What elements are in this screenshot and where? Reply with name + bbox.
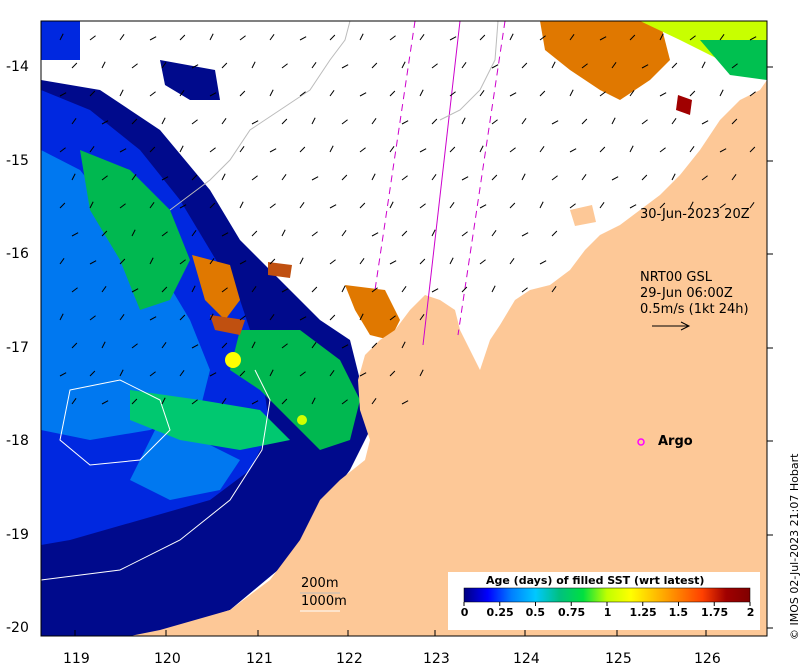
x-tick-label: 121 [246,651,273,667]
satellite-track-centre [422,21,461,346]
y-tick-label: -18 [6,433,29,449]
colorbar-tick-label: 0 [460,606,469,619]
credit-label: © IMOS 02-Jul-2023 21:07 Hobart [788,453,801,640]
sst-field-top-right [540,21,670,100]
x-tick-label: 125 [605,651,632,667]
colorbar-tick-label: 1 [603,606,612,619]
satellite-track-edge-left [374,21,416,291]
colorbar-tick-label: 0.25 [486,606,514,619]
satellite-track-edge-right [457,21,506,336]
contour-1000m-line [41,369,271,581]
y-tick-label: -19 [6,527,29,543]
x-tick-label: 124 [513,651,540,667]
y-tick-label: -14 [6,59,29,75]
x-tick-label: 123 [423,651,450,667]
sst-field-light-blue [41,150,210,440]
argo-marker [637,438,645,446]
colorbar-tick-label: 0.5 [525,606,546,619]
colorbar-title: Age (days) of filled SST (wrt latest) [486,574,705,587]
current-vectors [59,33,757,405]
contour-1000m-label: 1000m [301,594,347,609]
colorbar-tick-label: 1.5 [668,606,689,619]
current-scale-arrow [652,321,691,331]
colorbar [463,587,751,603]
currents-time-label: 29-Jun 06:00Z [640,286,733,301]
y-tick-label: -20 [6,620,29,636]
colorbar-tick-label: 2 [746,606,755,619]
track-time-label: 30-Jun-2023 20Z [640,207,750,222]
colorbar-tick-label: 0.75 [558,606,586,619]
x-tick-label: 126 [694,651,721,667]
colorbar-tick-label: 1.25 [629,606,657,619]
land [130,80,767,636]
currents-scale-label: 0.5m/s (1kt 24h) [640,302,749,317]
x-tick-label: 122 [336,651,363,667]
x-tick-label: 119 [63,651,90,667]
y-tick-label: -17 [6,340,29,356]
plot-frame [40,20,768,637]
argo-label: Argo [658,434,693,449]
contour-200m-line [169,21,351,211]
colorbar-tick-label: 1.75 [701,606,729,619]
contour-200m-label: 200m [301,576,339,591]
y-tick-label: -15 [6,153,29,169]
x-tick-label: 120 [154,651,181,667]
y-tick-label: -16 [6,246,29,262]
currents-source-label: NRT00 GSL [640,270,712,285]
sst-field-orange [192,255,240,320]
